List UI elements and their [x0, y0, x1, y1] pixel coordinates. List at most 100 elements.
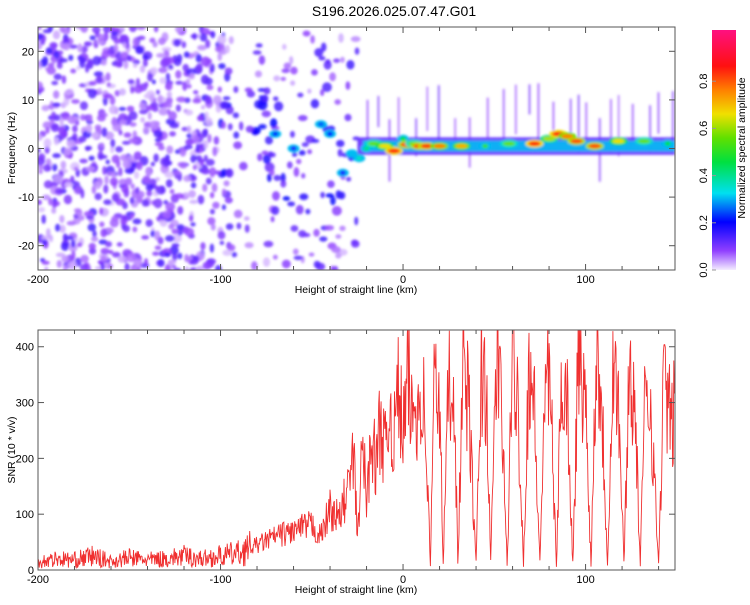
snr-y-tick-label: 200 [16, 453, 34, 465]
spectrogram-noise-blob [103, 199, 112, 205]
spectrogram-noise-blob [129, 27, 137, 33]
colorbar-tick-label: 0.2 [698, 215, 710, 230]
spectrogram-noise-blob [121, 140, 131, 145]
spectrogram-noise-blob [126, 252, 136, 263]
spectrogram-noise-blob [173, 267, 182, 270]
spectrogram-noise-blob [272, 96, 279, 102]
spectrogram-noise-blob [147, 72, 153, 82]
spectrogram-noise-blob [136, 27, 146, 31]
spectrogram-ridge-core [642, 140, 646, 152]
spectrogram-ridge-peak-core [455, 143, 468, 149]
spectrogram-noise-blob [92, 27, 101, 34]
spectrogram-streak [585, 102, 588, 139]
spectrogram-noise-blob [208, 167, 217, 177]
spectrogram-noise-blob [99, 221, 105, 228]
spectrogram-noise-blob [345, 81, 351, 90]
spectrogram-noise-blob [62, 265, 68, 270]
spectrogram-noise-blob [54, 188, 64, 195]
spectrogram-noise-blob [110, 138, 116, 148]
spectrogram-noise-blob [165, 179, 173, 188]
colorbar-tick-label: 0.6 [698, 121, 710, 136]
spectrogram-noise-blob [293, 167, 300, 177]
spectrogram-noise-blob [129, 196, 135, 205]
spectrogram-noise-blob [201, 168, 210, 175]
spectrogram-noise-blob [165, 72, 171, 83]
spectrogram-noise-blob [166, 145, 174, 154]
spectrogram-ridge-core [579, 140, 583, 152]
spectrogram-noise-blob [132, 37, 140, 48]
spectrogram-y-tick-label: 10 [22, 95, 34, 107]
spectrogram-ridge-core [612, 140, 616, 152]
spectrogram-ridge-core [543, 140, 547, 152]
spectrogram-ridge-core [450, 140, 454, 152]
spectrogram-noise-blob [172, 252, 178, 262]
spectrogram-noise-blob [122, 42, 127, 48]
spectrogram-ridge-core [395, 140, 399, 152]
spectrogram-noise-blob [56, 260, 63, 268]
spectrogram-noise-blob [255, 43, 263, 48]
spectrogram-noise-blob [184, 266, 189, 270]
spectrogram-ridge-peak-core [356, 156, 363, 161]
spectrogram-streak [437, 85, 440, 149]
spectrogram-noise-blob [132, 226, 138, 233]
spectrogram-noise-blob [63, 194, 73, 205]
spectrogram-noise-blob [76, 242, 83, 248]
spectrogram-y-tick-label: 20 [22, 46, 34, 58]
spectrogram-noise-blob [270, 118, 278, 129]
spectrogram-noise-blob [97, 33, 105, 42]
spectrogram-noise-blob [138, 101, 146, 111]
spectrogram-x-tick-label: 0 [400, 274, 406, 286]
spectrogram-noise-blob [183, 175, 192, 182]
colorbar-label: Normalized spectral amplitude [736, 77, 748, 218]
spectrogram-noise-blob [101, 127, 108, 138]
spectrogram-noise-blob [126, 55, 132, 62]
spectrogram-noise-blob [53, 137, 60, 146]
spectrogram-noise-blob [205, 177, 212, 185]
spectrogram-noise-blob [336, 139, 345, 148]
spectrogram-noise-blob [209, 208, 215, 215]
spectrogram-noise-blob [289, 56, 294, 65]
spectrogram-noise-blob [142, 54, 149, 61]
spectrogram-noise-blob [44, 266, 49, 270]
spectrogram-noise-blob [96, 74, 103, 84]
spectrogram-noise-blob [154, 142, 164, 147]
spectrogram-ridge-core [628, 140, 632, 152]
spectrogram-noise-blob [214, 170, 222, 175]
spectrogram-noise-blob [87, 58, 93, 67]
spectrogram-noise-blob [280, 76, 287, 81]
spectrogram-noise-blob [103, 93, 113, 99]
spectrogram-ridge-core [639, 140, 643, 152]
spectrogram-noise-blob [190, 154, 197, 163]
spectrogram-noise-blob [223, 180, 230, 187]
spectrogram-noise-blob [157, 145, 165, 151]
spectrogram-y-tick-label: -10 [18, 192, 34, 204]
spectrogram-noise-blob [252, 50, 262, 55]
spectrogram-noise-blob [45, 66, 54, 72]
spectrogram-noise-blob [73, 208, 82, 213]
spectrogram-noise-blob [224, 67, 233, 75]
spectrogram-noise-blob [290, 80, 296, 86]
spectrogram-noise-blob [325, 193, 334, 198]
spectrogram-noise-blob [200, 242, 206, 250]
spectrogram-noise-blob [195, 143, 200, 153]
spectrogram-noise-blob [261, 150, 269, 155]
spectrogram-noise-blob [117, 255, 127, 263]
spectrogram-noise-blob [150, 67, 158, 75]
spectrogram-noise-blob [305, 208, 311, 215]
snr-y-label: SNR (10 * v/v) [6, 416, 18, 483]
spectrogram-noise-blob [262, 257, 271, 267]
spectrogram-noise-blob [50, 123, 60, 133]
spectrogram-noise-blob [206, 84, 214, 91]
spectrogram-ridge-peak-core [561, 134, 574, 139]
spectrogram-noise-blob [181, 41, 187, 49]
spectrogram-streak [631, 103, 634, 152]
snr-y-tick-label: 300 [16, 398, 34, 410]
spectrogram-x-tick-label: -100 [210, 274, 232, 286]
spectrogram-noise-blob [176, 54, 183, 63]
spectrogram-noise-blob [85, 215, 94, 220]
spectrogram-noise-blob [128, 154, 135, 162]
spectrogram-noise-blob [49, 100, 54, 111]
spectrogram-noise-blob [212, 146, 218, 157]
spectrogram-ridge-core [568, 140, 572, 152]
spectrogram-noise-blob [202, 183, 208, 192]
